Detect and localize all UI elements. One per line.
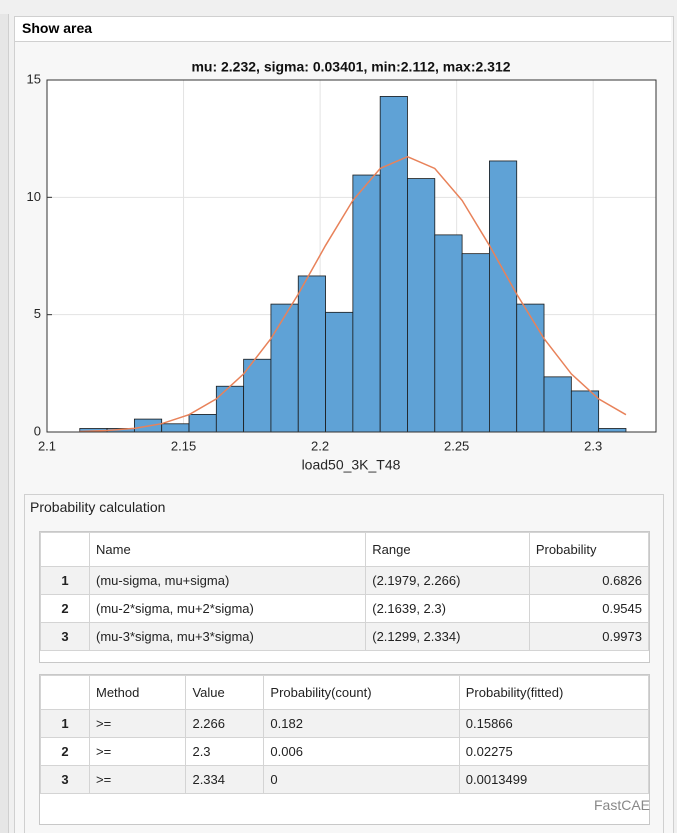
row: 3 (mu-3*sigma, mu+3*sigma) (2.1299, 2.334)… xyxy=(40,622,650,651)
table2-frame: Method Value Probability(count) Probability… xyxy=(39,674,650,825)
x-tick-label: 2.1 xyxy=(38,438,56,453)
x-axis-label: load50_3K_T48 xyxy=(302,457,401,473)
cell: 0.182 xyxy=(263,709,460,738)
y-tick-label: 15 xyxy=(27,71,41,86)
bar xyxy=(489,160,518,433)
corner-cell xyxy=(40,675,90,710)
bar xyxy=(188,413,217,433)
y-tick-label: 0 xyxy=(34,423,41,438)
bar xyxy=(325,311,354,433)
table1-frame: Name Range Probability 1 (mu-sigma, mu+sigma… xyxy=(39,531,650,663)
plot-border xyxy=(46,79,657,433)
cell: 0.9973 xyxy=(528,622,650,651)
cell: 2.3 xyxy=(185,737,265,766)
row-index: 3 xyxy=(40,622,90,651)
cell: (2.1639, 2.3) xyxy=(365,594,530,623)
column-header: Value xyxy=(185,675,265,710)
cell: 0.9545 xyxy=(528,594,650,623)
column-header: Probability(fitted) xyxy=(458,675,650,710)
header-row: Method Value Probability(count) Probability… xyxy=(40,675,650,710)
corner-cell xyxy=(40,532,90,567)
cell: >= xyxy=(88,737,187,766)
cell: 0.02275 xyxy=(458,737,650,766)
bar xyxy=(243,358,272,433)
row: 1 >= 2.266 0.182 0.15866 xyxy=(40,709,650,738)
row-index: 3 xyxy=(40,765,90,794)
chart-title: mu: 2.232, sigma: 0.03401, min:2.112, ma… xyxy=(191,59,510,75)
bar xyxy=(461,253,490,433)
row-index: 1 xyxy=(40,709,90,738)
y-tick-label: 5 xyxy=(34,306,41,321)
cell: 0.6826 xyxy=(528,566,650,595)
row-index: 2 xyxy=(40,737,90,766)
panel-header xyxy=(15,17,671,42)
cell: (mu-2*sigma, mu+2*sigma) xyxy=(88,594,367,623)
bar xyxy=(407,178,436,433)
row-index: 2 xyxy=(40,594,90,623)
cell: 2.266 xyxy=(185,709,265,738)
x-tick-label: 2.3 xyxy=(584,438,602,453)
bar xyxy=(215,385,245,433)
bar xyxy=(297,275,326,433)
column-header: Probability(count) xyxy=(263,675,460,710)
column-header: Method xyxy=(88,675,187,710)
watermark: FastCAE xyxy=(594,797,651,813)
chart: mu: 2.232, sigma: 0.03401, min:2.112, ma… xyxy=(27,59,657,473)
x-tick-label: 2.25 xyxy=(444,438,469,453)
y-tick-label: 10 xyxy=(27,189,41,204)
cell: 0 xyxy=(263,765,460,794)
table2: Method Value Probability(count) Probability… xyxy=(40,675,650,794)
bar xyxy=(598,428,627,433)
fit-curve xyxy=(79,155,627,433)
row-index: 1 xyxy=(40,566,90,595)
cell: (mu-3*sigma, mu+3*sigma) xyxy=(88,622,367,651)
x-tick-label: 2.2 xyxy=(311,438,329,453)
header-row: Name Range Probability xyxy=(40,532,650,567)
bar xyxy=(352,174,381,433)
row: 3 >= 2.334 0 0.0013499 xyxy=(40,765,650,794)
cell: >= xyxy=(88,709,187,738)
cell: 0.0013499 xyxy=(458,765,650,794)
column-header: Name xyxy=(88,532,367,567)
cell: >= xyxy=(88,765,187,794)
column-header: Probability xyxy=(528,532,650,567)
row: 1 (mu-sigma, mu+sigma) (2.1979, 2.266) 0.68… xyxy=(40,566,650,595)
cell: (mu-sigma, mu+sigma) xyxy=(88,566,367,595)
probability-title: Probability calculation xyxy=(30,499,166,515)
bar xyxy=(516,303,545,433)
bar xyxy=(270,303,299,433)
bar xyxy=(570,390,600,433)
row: 2 >= 2.3 0.006 0.02275 xyxy=(40,737,650,766)
cell: 2.334 xyxy=(185,765,265,794)
row: 2 (mu-2*sigma, mu+2*sigma) (2.1639, 2.3) 0.… xyxy=(40,594,650,623)
x-tick-label: 2.15 xyxy=(171,438,196,453)
bar xyxy=(379,96,408,433)
bar xyxy=(161,423,190,433)
panel-title: Show area xyxy=(22,20,93,36)
cell: (2.1979, 2.266) xyxy=(365,566,530,595)
bar xyxy=(543,376,572,433)
bar xyxy=(434,234,463,433)
side-strip xyxy=(0,14,9,833)
column-header: Range xyxy=(365,532,530,567)
cell: (2.1299, 2.334) xyxy=(365,622,530,651)
cell: 0.15866 xyxy=(458,709,650,738)
table1: Name Range Probability 1 (mu-sigma, mu+sigma… xyxy=(40,532,650,651)
cell: 0.006 xyxy=(263,737,460,766)
